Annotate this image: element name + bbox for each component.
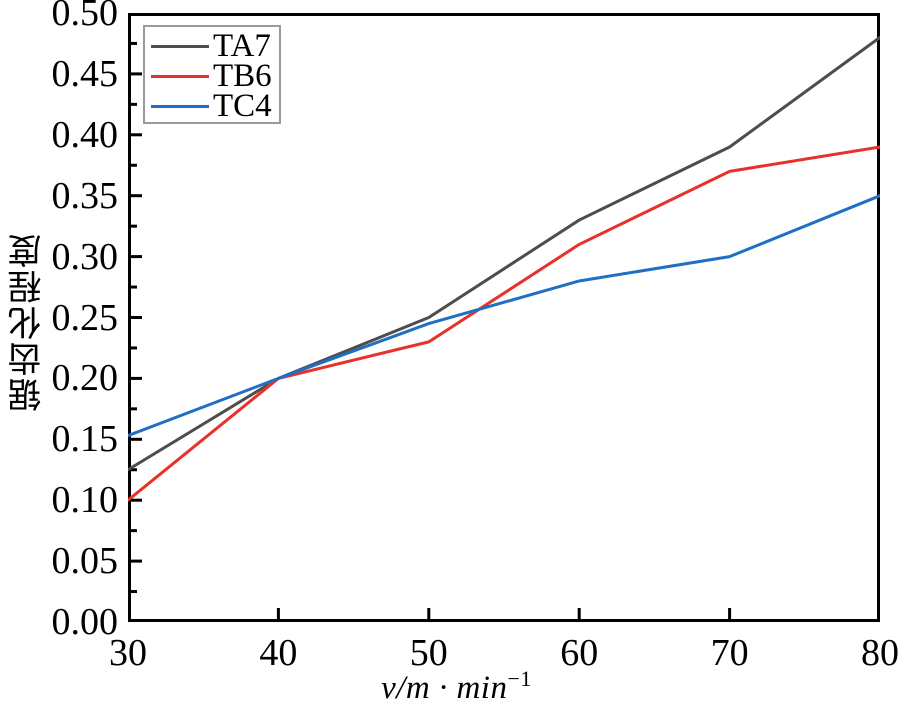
y-axis-tick-labels: 0.00 0.05 0.10 0.15 0.20 0.25 0.30 0.35 0.40 0.45…	[0, 0, 119, 709]
y-tick-label: 0.50	[51, 0, 119, 34]
legend-label: TA7	[213, 27, 271, 64]
legend-item: TA7	[151, 27, 273, 64]
series-line-tb6	[128, 145, 880, 502]
legend-swatch-ta7	[151, 44, 209, 48]
y-tick-label: 0.40	[51, 113, 119, 156]
x-tick-label: 50	[409, 632, 448, 674]
y-tick-label: 0.30	[51, 235, 119, 278]
y-axis-title: 锯齿化程度	[8, 232, 48, 412]
data-series-layer	[128, 35, 880, 502]
y-tick-label: 0.25	[51, 296, 119, 339]
x-tick-label: 70	[710, 632, 749, 674]
x-tick-label: 80	[861, 632, 899, 674]
x-tick-label: 30	[109, 632, 147, 674]
x-axis-title: v/m · min−1	[0, 668, 913, 706]
legend-swatch-tb6	[151, 74, 209, 78]
y-tick-label: 0.10	[51, 479, 119, 522]
y-tick-label: 0.35	[51, 174, 119, 217]
legend-swatch-tc4	[151, 104, 209, 108]
legend-item: TB6	[151, 57, 273, 94]
legend-item: TC4	[151, 87, 273, 124]
legend-label: TC4	[213, 87, 272, 124]
legend-label: TB6	[213, 57, 272, 94]
x-axis-title-main: v/m · min	[381, 670, 508, 706]
x-axis-title-exponent: −1	[507, 666, 532, 691]
y-tick-label: 0.00	[51, 601, 119, 643]
plot-canvas	[128, 13, 880, 622]
y-tick-label: 0.15	[51, 418, 119, 461]
y-tick-label: 0.05	[51, 540, 119, 583]
legend: TA7 TB6 TC4	[143, 25, 281, 124]
series-line-ta7	[128, 35, 880, 472]
series-line-tc4	[128, 194, 880, 438]
y-tick-label: 0.20	[51, 357, 119, 400]
x-tick-label: 40	[259, 632, 298, 674]
y-tick-label: 0.45	[51, 52, 119, 95]
axis-ticks	[128, 13, 880, 622]
x-tick-label: 60	[560, 632, 599, 674]
